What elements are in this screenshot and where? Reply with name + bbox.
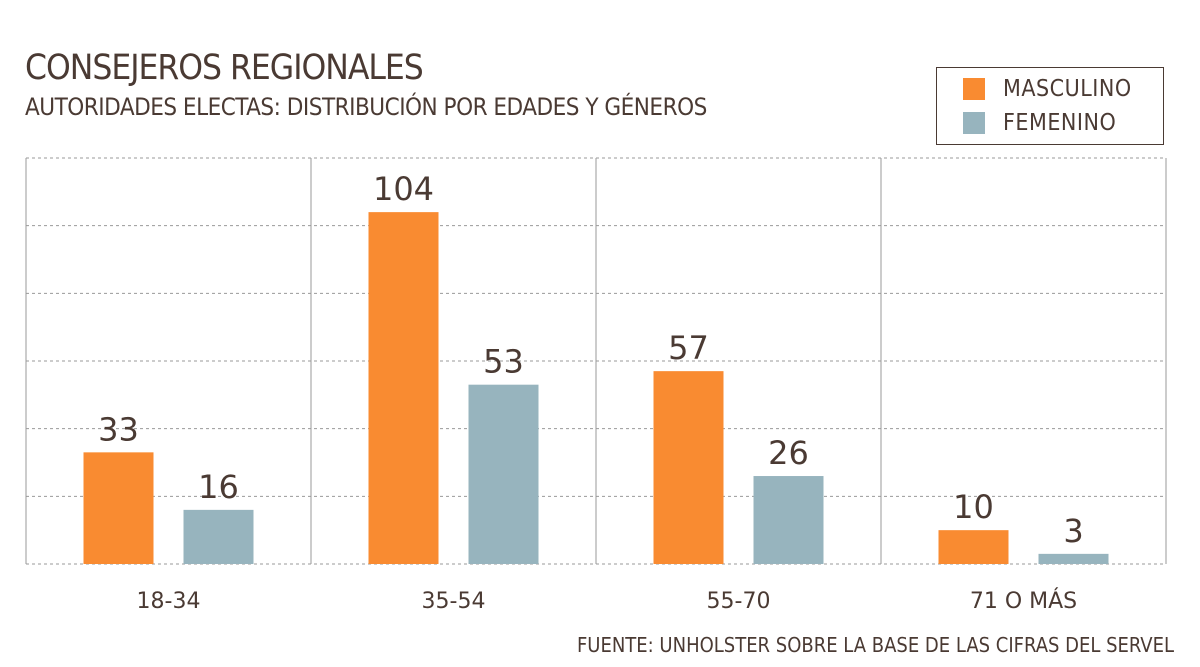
legend: MASCULINO FEMENINO <box>936 67 1164 145</box>
x-tick-label: 35-54 <box>422 589 486 614</box>
x-tick-label: 55-70 <box>707 589 771 614</box>
bar-masculino <box>368 212 439 564</box>
data-label-masculino: 33 <box>98 410 139 448</box>
legend-item-femenino: FEMENINO <box>963 108 1116 138</box>
bar-femenino <box>1038 553 1109 564</box>
data-label-masculino: 10 <box>953 488 994 526</box>
data-label-femenino: 3 <box>1063 512 1083 550</box>
data-label-femenino: 53 <box>483 343 524 381</box>
x-tick-label: 18-34 <box>137 589 201 614</box>
legend-swatch-femenino <box>963 112 985 134</box>
bar-masculino <box>938 530 1009 564</box>
data-label-femenino: 16 <box>198 468 239 506</box>
bar-femenino <box>183 509 254 564</box>
data-label-femenino: 26 <box>768 434 809 472</box>
chart-subtitle: AUTORIDADES ELECTAS: DISTRIBUCIÓN POR ED… <box>25 93 707 121</box>
data-label-masculino: 57 <box>668 329 709 367</box>
bar-femenino <box>468 384 539 564</box>
legend-swatch-masculino <box>963 78 985 100</box>
source-note: FUENTE: UNHOLSTER SOBRE LA BASE DE LAS C… <box>576 633 1174 657</box>
bar-femenino <box>753 476 824 564</box>
legend-label-femenino: FEMENINO <box>1003 110 1117 136</box>
chart-title: CONSEJEROS REGIONALES <box>25 48 424 88</box>
data-label-masculino: 104 <box>373 170 434 208</box>
legend-label-masculino: MASCULINO <box>1003 76 1132 102</box>
bar-masculino <box>653 371 724 564</box>
legend-item-masculino: MASCULINO <box>963 74 1132 104</box>
x-tick-label: 71 O MÁS <box>970 588 1077 614</box>
bar-masculino <box>83 452 154 564</box>
